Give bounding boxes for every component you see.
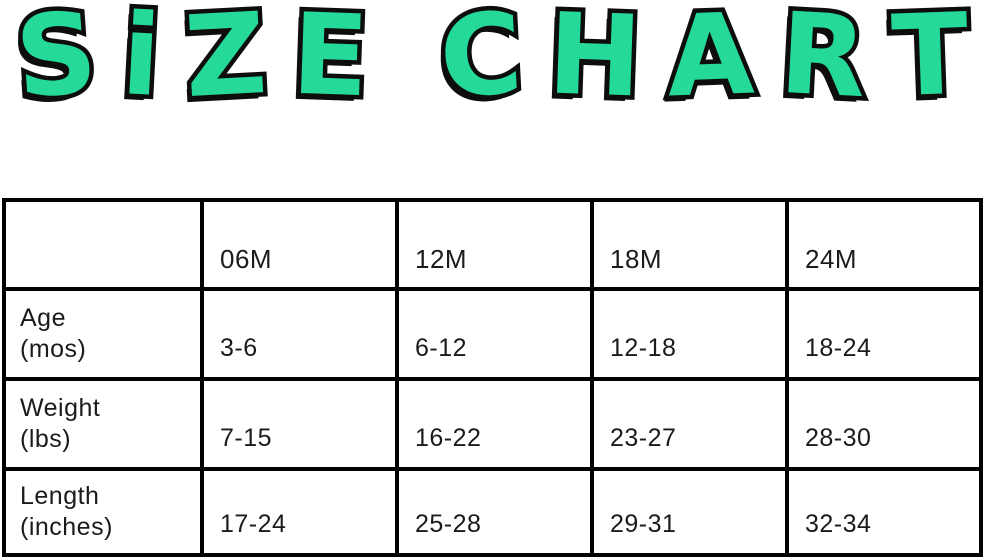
row-label-line1: Length [20, 481, 100, 510]
row-label-line1: Weight [20, 393, 101, 422]
size-header-cell: 24M [785, 198, 983, 291]
table-row-length: Length (inches) 17-24 25-28 29-31 32-34 [2, 467, 983, 557]
value-cell: 12-18 [590, 287, 789, 381]
title-letter: A [660, 0, 760, 127]
table-row-age: Age (mos) 3-6 6-12 12-18 18-24 [2, 287, 983, 381]
title-letter: i [114, 0, 168, 126]
row-label-line1: Age [20, 303, 66, 332]
title-letter: H [541, 0, 648, 127]
value-cell: 32-34 [785, 467, 983, 557]
value-cell: 17-24 [200, 467, 399, 557]
table-row-weight: Weight (lbs) 7-15 16-22 23-27 28-30 [2, 377, 983, 471]
value-cell: 16-22 [395, 377, 594, 471]
size-header-cell: 12M [395, 198, 594, 291]
row-label-line2: (lbs) [20, 425, 72, 453]
title-letter: R [772, 0, 874, 128]
title-letter: S [7, 0, 106, 128]
size-chart-table: 06M 12M 18M 24M Age (mos) 3-6 6-12 12-18… [2, 198, 983, 557]
value-cell: 3-6 [200, 287, 399, 381]
table-header-row: 06M 12M 18M 24M [2, 198, 983, 291]
blank-corner-cell [2, 198, 204, 291]
value-cell: 28-30 [785, 377, 983, 471]
title-letter: C [432, 0, 530, 128]
value-cell: 29-31 [590, 467, 789, 557]
row-label-line2: (mos) [20, 335, 87, 363]
size-header-cell: 18M [590, 198, 789, 291]
row-label-cell: Length (inches) [2, 467, 204, 557]
row-label-line2: (inches) [20, 513, 113, 541]
value-cell: 18-24 [785, 287, 983, 381]
title-letter: E [285, 0, 375, 127]
row-label-cell: Age (mos) [2, 287, 204, 381]
size-header-cell: 06M [200, 198, 399, 291]
row-label-cell: Weight (lbs) [2, 377, 204, 471]
title-letter: T [885, 0, 975, 127]
title-letter: Z [177, 0, 274, 128]
value-cell: 7-15 [200, 377, 399, 471]
value-cell: 23-27 [590, 377, 789, 471]
value-cell: 25-28 [395, 467, 594, 557]
value-cell: 6-12 [395, 287, 594, 381]
